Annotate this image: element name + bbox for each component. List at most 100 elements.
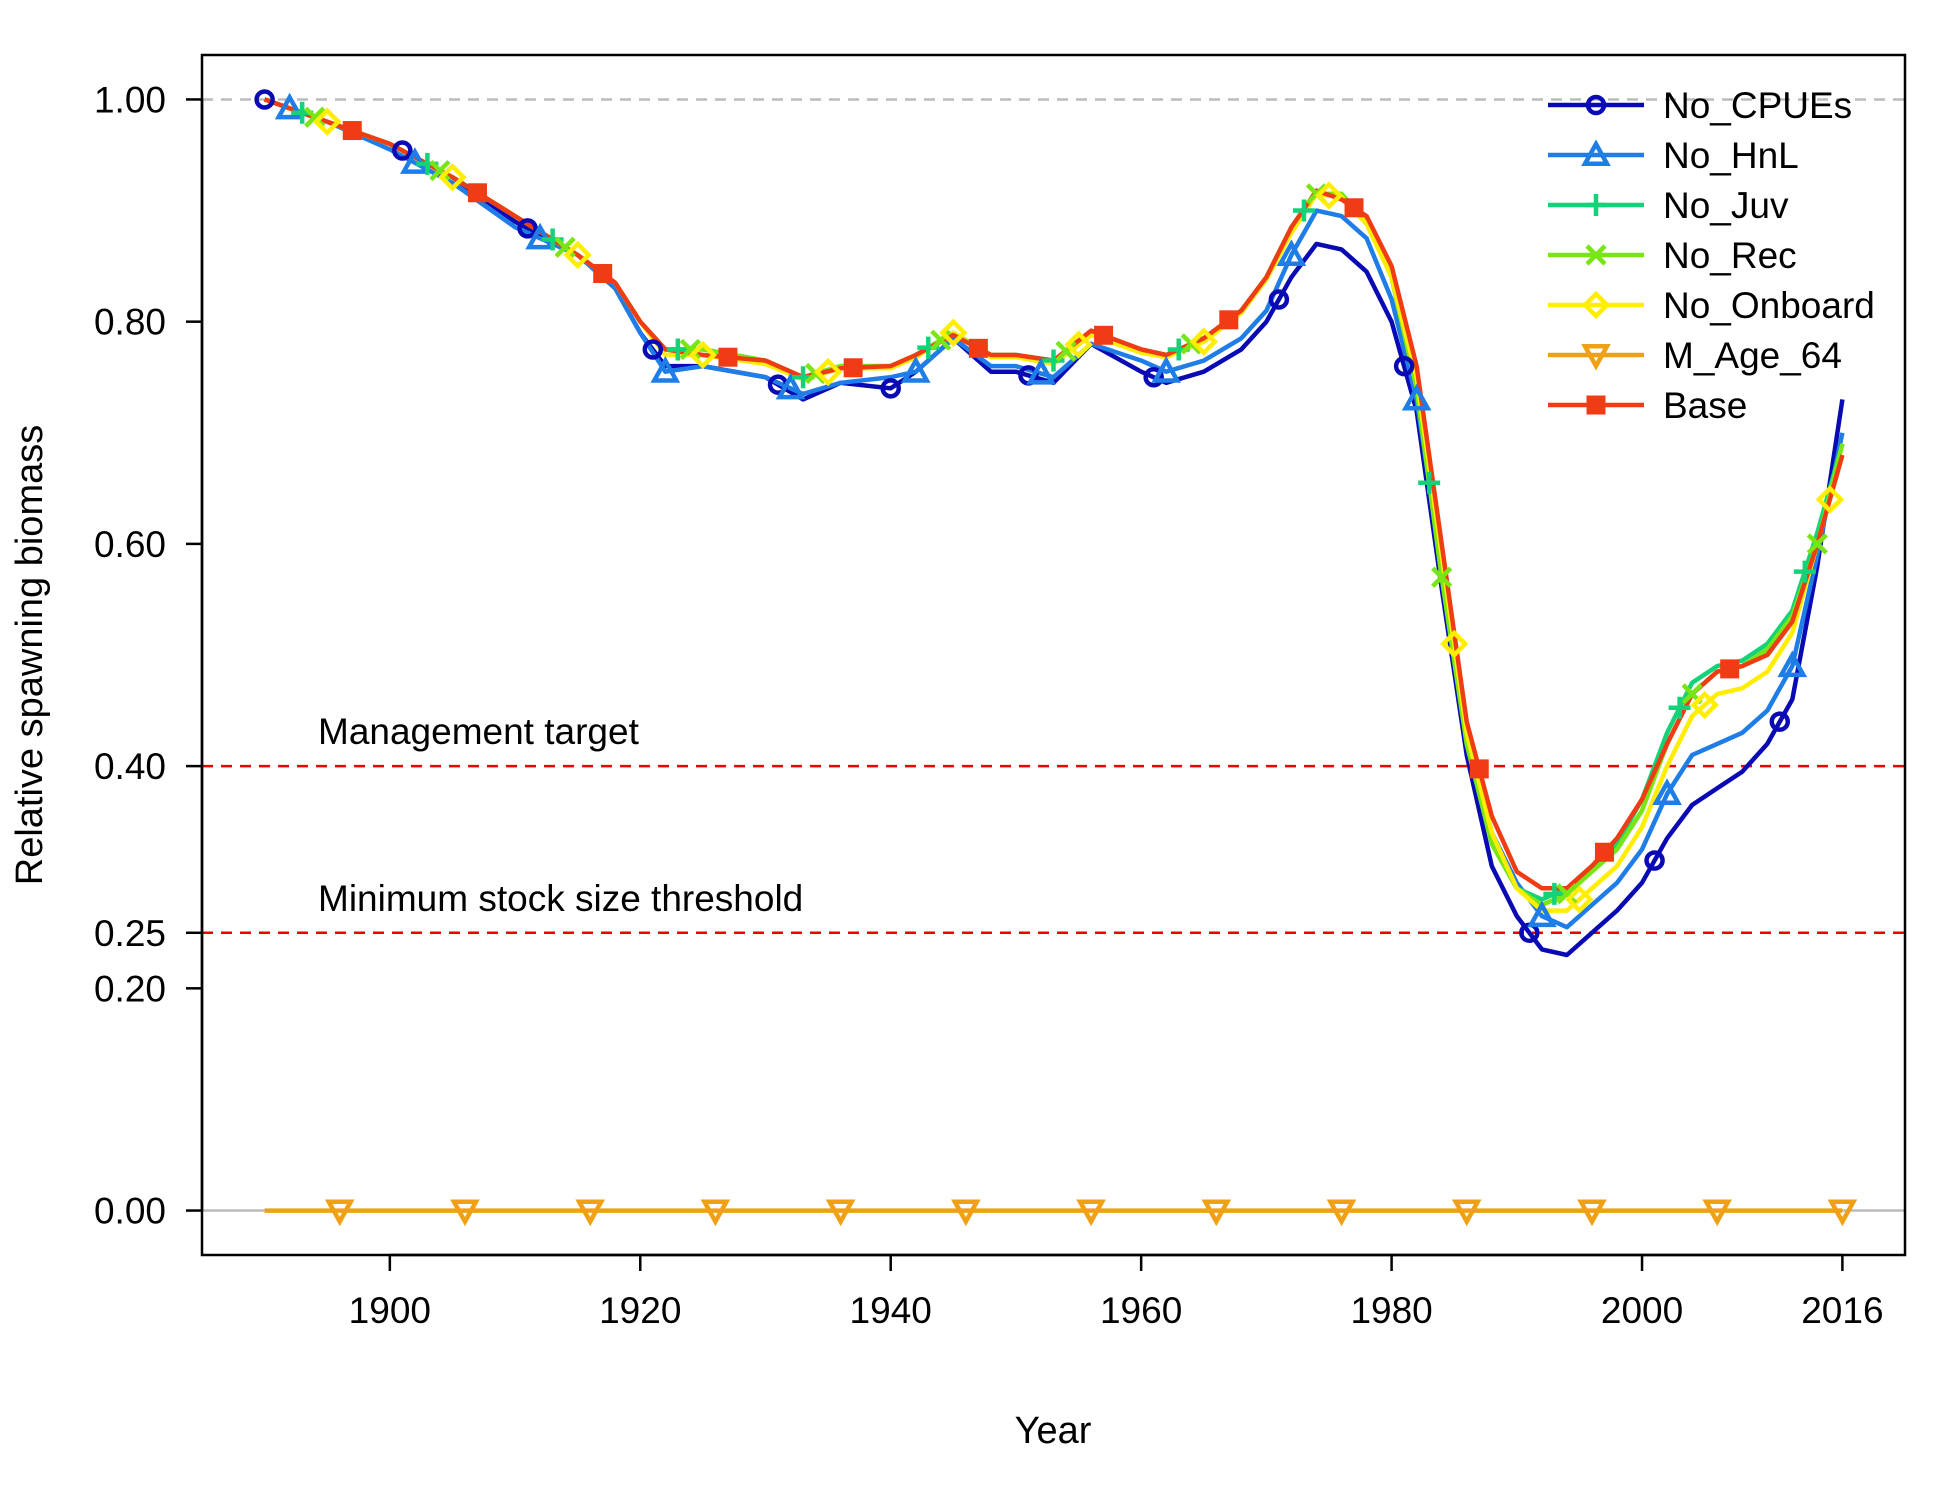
marker-No_CPUEs <box>254 89 275 110</box>
marker-M_Age_64 <box>1326 1199 1357 1227</box>
marker-No_Juv <box>1543 882 1566 905</box>
x-tick-label: 2000 <box>1601 1290 1683 1331</box>
marker-No_Juv <box>666 338 689 361</box>
legend-label-No_HnL: No_HnL <box>1663 135 1799 176</box>
x-tick-label: 1920 <box>599 1290 681 1331</box>
marker-M_Age_64 <box>1577 1199 1607 1227</box>
marker-M_Age_64 <box>1827 1199 1858 1227</box>
marker-Base <box>1344 198 1364 218</box>
x-tick-label: 1900 <box>349 1290 431 1331</box>
y-tick-label: 1.00 <box>94 79 166 120</box>
marker-Base <box>1094 325 1114 345</box>
marker-M_Age_64 <box>700 1199 731 1227</box>
marker-No_Rec <box>1055 340 1077 362</box>
marker-Base <box>467 183 487 203</box>
marker-No_Rec <box>429 159 451 182</box>
marker-No_Onboard <box>313 107 342 136</box>
marker-M_Age_64 <box>450 1199 480 1227</box>
y-tick-label: 0.00 <box>94 1191 166 1232</box>
legend-marker-No_Rec <box>1585 244 1607 266</box>
marker-Base <box>1594 842 1614 862</box>
ref-label-target: Management target <box>318 711 640 752</box>
plot-frame <box>200 53 1907 1257</box>
series-line-No_CPUEs <box>263 97 1845 958</box>
marker-No_HnL <box>1777 650 1808 678</box>
legend-marker-Base <box>1586 395 1606 415</box>
marker-No_Onboard <box>1690 690 1719 720</box>
marker-No_CPUEs <box>517 218 538 239</box>
y-tick-label: 0.80 <box>94 302 166 343</box>
series-line-No_Onboard <box>263 97 1845 913</box>
marker-No_CPUEs <box>1644 850 1665 871</box>
x-tick-label: 1980 <box>1350 1290 1432 1331</box>
marker-No_Rec <box>679 338 701 361</box>
y-axis-label: Relative spawning biomass <box>9 425 51 885</box>
legend-label-No_Onboard: No_Onboard <box>1663 285 1875 326</box>
marker-No_Rec <box>1806 533 1828 555</box>
marker-No_CPUEs <box>1143 366 1164 388</box>
marker-Base <box>593 264 613 284</box>
marker-No_Onboard <box>688 340 718 370</box>
marker-No_HnL <box>1276 239 1307 267</box>
marker-No_HnL <box>775 372 806 400</box>
x-tick-label: 1960 <box>1100 1290 1182 1331</box>
y-tick-label: 0.40 <box>94 746 166 787</box>
x-tick-label: 1940 <box>850 1290 932 1331</box>
marker-No_Onboard <box>1440 629 1469 659</box>
marker-No_HnL <box>650 356 681 383</box>
marker-Base <box>843 358 863 378</box>
marker-No_Juv <box>1292 199 1315 222</box>
marker-M_Age_64 <box>575 1199 606 1227</box>
marker-Base <box>1720 659 1740 679</box>
marker-M_Age_64 <box>1451 1199 1482 1227</box>
legend-label-Base: Base <box>1663 385 1747 426</box>
marker-No_Juv <box>1793 560 1816 583</box>
reference-lines: Management target Minimum stock size thre… <box>202 98 1905 1212</box>
marker-No_Onboard <box>1189 327 1218 356</box>
ref-label-threshold: Minimum stock size threshold <box>318 878 803 919</box>
marker-No_CPUEs <box>642 339 664 360</box>
marker-No_CPUEs <box>1393 355 1415 377</box>
legend-label-No_Juv: No_Juv <box>1663 185 1789 226</box>
marker-No_Onboard <box>438 163 467 192</box>
marker-Base <box>1469 759 1489 779</box>
marker-No_Juv <box>1042 349 1065 372</box>
marker-No_HnL <box>1151 356 1182 383</box>
marker-No_Rec <box>1556 883 1578 905</box>
series-markers <box>254 89 1858 1227</box>
legend-label-No_Rec: No_Rec <box>1663 235 1797 276</box>
marker-No_CPUEs <box>1268 289 1290 310</box>
series-line-No_Rec <box>263 97 1845 908</box>
marker-No_HnL <box>274 92 305 120</box>
marker-M_Age_64 <box>324 1199 355 1227</box>
y-tick-label: 0.20 <box>94 968 166 1009</box>
marker-No_Juv <box>1668 696 1691 719</box>
marker-No_Onboard <box>813 357 843 387</box>
legend: No_CPUEs No_HnL No_Juv No_Rec No_Onboard M_Ag… <box>1548 85 1875 426</box>
marker-No_HnL <box>900 356 931 383</box>
marker-M_Age_64 <box>825 1199 856 1227</box>
legend-marker-No_CPUEs <box>1585 94 1607 116</box>
x-tick-label: 2016 <box>1801 1290 1883 1331</box>
series-line-No_HnL <box>263 97 1845 930</box>
marker-No_CPUEs <box>1769 711 1791 732</box>
marker-M_Age_64 <box>1702 1199 1732 1227</box>
marker-No_Rec <box>1431 566 1453 588</box>
y-tick-label: 0.25 <box>94 913 166 954</box>
marker-No_HnL <box>1026 357 1056 385</box>
marker-Base <box>1219 310 1239 330</box>
marker-No_CPUEs <box>880 378 901 399</box>
legend-label-M_Age_64: M_Age_64 <box>1663 335 1842 376</box>
marker-Base <box>718 347 738 367</box>
marker-No_HnL <box>1527 900 1557 928</box>
legend-marker-No_Onboard <box>1581 290 1611 320</box>
series-lines <box>263 97 1845 1213</box>
marker-No_Juv <box>1418 471 1441 494</box>
x-axis: 1900 1920 1940 1960 1980 2000 2016 <box>349 1253 1884 1331</box>
marker-No_Onboard <box>939 318 968 347</box>
legend-label-No_CPUEs: No_CPUEs <box>1663 85 1852 126</box>
marker-No_Onboard <box>1064 330 1093 359</box>
marker-No_CPUEs <box>392 140 413 161</box>
marker-No_Onboard <box>1314 181 1344 210</box>
